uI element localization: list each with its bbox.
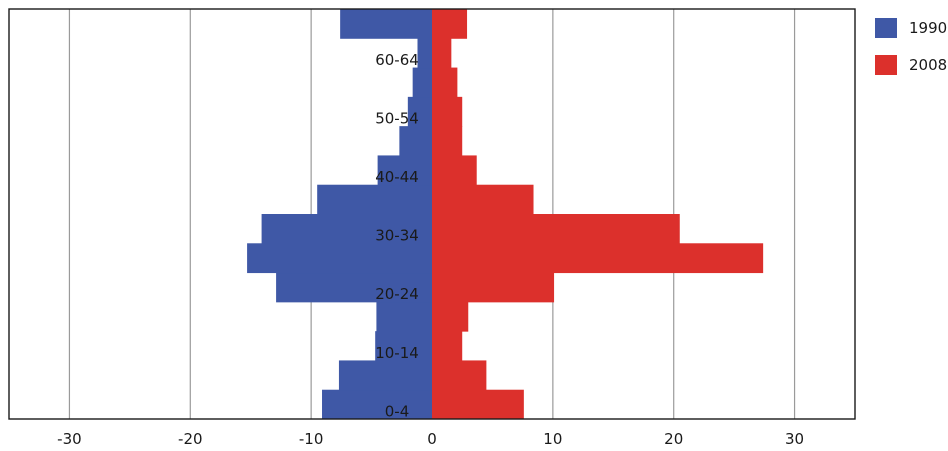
plot-frame [8,8,856,420]
bar-1990-35-39 [317,184,432,215]
bar-2008-20-24 [432,272,555,303]
bar-2008-5-9 [432,360,487,391]
legend-item-1990: 1990 [875,18,947,38]
x-tick-label-minus-30: -30 [57,430,82,448]
bar-2008-15-19 [432,301,469,332]
category-label-40-44: 40-44 [375,168,419,186]
category-label-50-54: 50-54 [375,110,419,128]
bar-1990-40-44 [377,155,432,186]
bar-2008-0-4 [432,389,524,420]
bar-1990-65+ [340,9,432,39]
x-tick-label-20: 20 [664,430,683,448]
bar-2008-35-39 [432,184,534,215]
bar-1990-25-29 [247,243,432,274]
bar-1990-55-59 [412,67,432,98]
bar-2008-55-59 [432,67,458,98]
bar-1990-5-9 [338,360,432,391]
x-tick-label-10: 10 [543,430,562,448]
bar-2008-45-49 [432,126,463,156]
x-tick-label-0: 0 [427,430,437,448]
legend-label-1990: 1990 [909,19,948,37]
category-label-60-64: 60-64 [375,51,419,69]
bar-2008-30-34 [432,214,680,244]
x-tick-label-minus-10: -10 [299,430,324,448]
category-label-20-24: 20-24 [375,285,419,303]
legend-swatch-2008 [875,55,897,75]
bar-1990-30-34 [261,214,432,244]
bar-2008-65+ [432,9,468,39]
bar-2008-10-14 [432,331,463,361]
bar-1990-15-19 [376,301,432,332]
legend-item-2008: 2008 [875,55,947,75]
bar-1990-45-49 [399,126,432,156]
x-tick-labels: -30 -20 -10 0 10 20 30 [57,430,804,448]
bar-1990-60-64 [417,38,432,69]
bar-2008-60-64 [432,38,452,69]
bar-1990-50-54 [407,96,432,127]
x-tick-label-30: 30 [785,430,804,448]
bar-1990-10-14 [375,331,432,361]
category-label-0-4: 0-4 [385,402,410,420]
bar-2008-50-54 [432,96,463,127]
category-labels: 0-4 10-14 20-24 30-34 40-44 50-54 60-64 [375,51,419,420]
legend-swatch-1990 [875,18,897,38]
category-label-30-34: 30-34 [375,227,419,245]
x-tick-label-minus-20: -20 [178,430,203,448]
legend: 1990 2008 [875,18,947,92]
bars [247,9,764,420]
bar-2008-25-29 [432,243,764,274]
category-label-10-14: 10-14 [375,344,419,362]
bar-1990-20-24 [276,272,432,303]
bar-1990-0-4 [322,389,432,420]
bar-2008-40-44 [432,155,477,186]
legend-label-2008: 2008 [909,56,948,74]
